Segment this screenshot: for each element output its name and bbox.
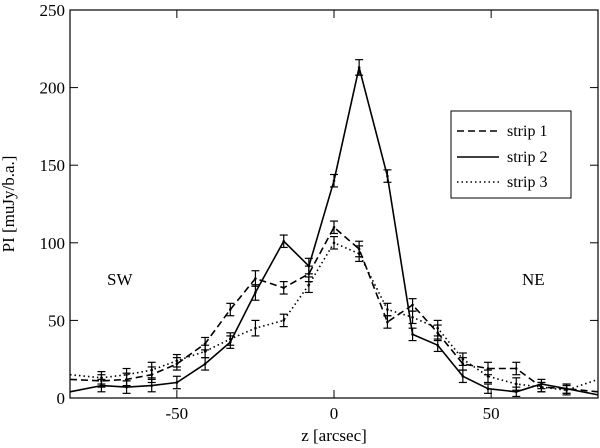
x-tick-label: 0	[330, 404, 339, 423]
data-point	[332, 225, 336, 229]
annotation-sw: SW	[107, 270, 133, 289]
data-point	[175, 381, 179, 384]
y-tick-label: 200	[40, 79, 66, 98]
data-point	[282, 239, 286, 243]
y-tick-label: 0	[57, 389, 66, 408]
series-line-strip-1	[69, 226, 599, 393]
data-point	[565, 388, 568, 392]
series-layer	[69, 59, 599, 398]
legend-label-strip-3: strip 3	[507, 174, 547, 191]
annotation-ne: NE	[522, 270, 545, 289]
data-point	[307, 264, 311, 268]
series-strip-3	[69, 235, 599, 396]
data-point	[307, 283, 311, 287]
data-point	[150, 384, 154, 387]
data-point	[175, 359, 179, 363]
data-point	[386, 308, 389, 311]
legend: strip 1 strip 2 strip 3	[450, 110, 572, 199]
legend-box	[450, 110, 572, 199]
legend-label-strip-1: strip 1	[507, 123, 547, 140]
data-point	[203, 350, 207, 353]
data-point	[386, 174, 389, 178]
data-point	[436, 343, 440, 347]
data-point	[203, 342, 207, 345]
y-tick-label: 250	[40, 1, 66, 20]
data-point	[411, 315, 414, 319]
legend-label-strip-2: strip 2	[507, 149, 547, 166]
data-point	[125, 373, 128, 377]
data-point	[125, 385, 128, 389]
data-point	[254, 291, 257, 294]
data-point	[203, 362, 207, 366]
data-point	[254, 277, 257, 280]
x-axis-label: z [arcsec]	[301, 426, 367, 445]
data-point	[228, 308, 232, 311]
series-strip-2	[69, 59, 599, 398]
data-point	[100, 376, 103, 380]
y-tick-label: 100	[40, 234, 66, 253]
data-point	[282, 319, 286, 322]
data-point	[514, 390, 518, 394]
data-point	[357, 66, 361, 69]
data-point	[461, 357, 465, 361]
y-tick-label: 50	[48, 311, 65, 330]
data-point	[486, 367, 490, 370]
plot-frame	[69, 9, 599, 399]
data-point	[150, 368, 154, 372]
data-point	[486, 387, 490, 390]
x-tick-label: -50	[166, 404, 189, 423]
y-axis-label: PI [muJy/b.a.]	[0, 156, 18, 253]
series-line-strip-3	[69, 242, 599, 392]
data-point	[486, 374, 490, 378]
data-point	[436, 326, 440, 330]
data-point	[228, 337, 232, 341]
data-point	[540, 385, 543, 389]
data-point	[332, 179, 336, 183]
data-point	[411, 333, 414, 336]
data-point	[282, 286, 286, 290]
data-point	[461, 374, 465, 378]
y-tick-label: 150	[40, 156, 66, 175]
data-point	[514, 382, 518, 386]
data-point	[254, 326, 257, 330]
data-point	[386, 320, 389, 324]
data-point	[514, 367, 518, 370]
data-point	[100, 384, 103, 387]
data-point	[411, 303, 414, 307]
x-tick-label: 50	[483, 404, 500, 423]
data-point	[357, 252, 361, 255]
ticks-layer: -50 0 50 0 50 100 150 200 250	[40, 1, 598, 423]
data-point	[332, 241, 336, 245]
